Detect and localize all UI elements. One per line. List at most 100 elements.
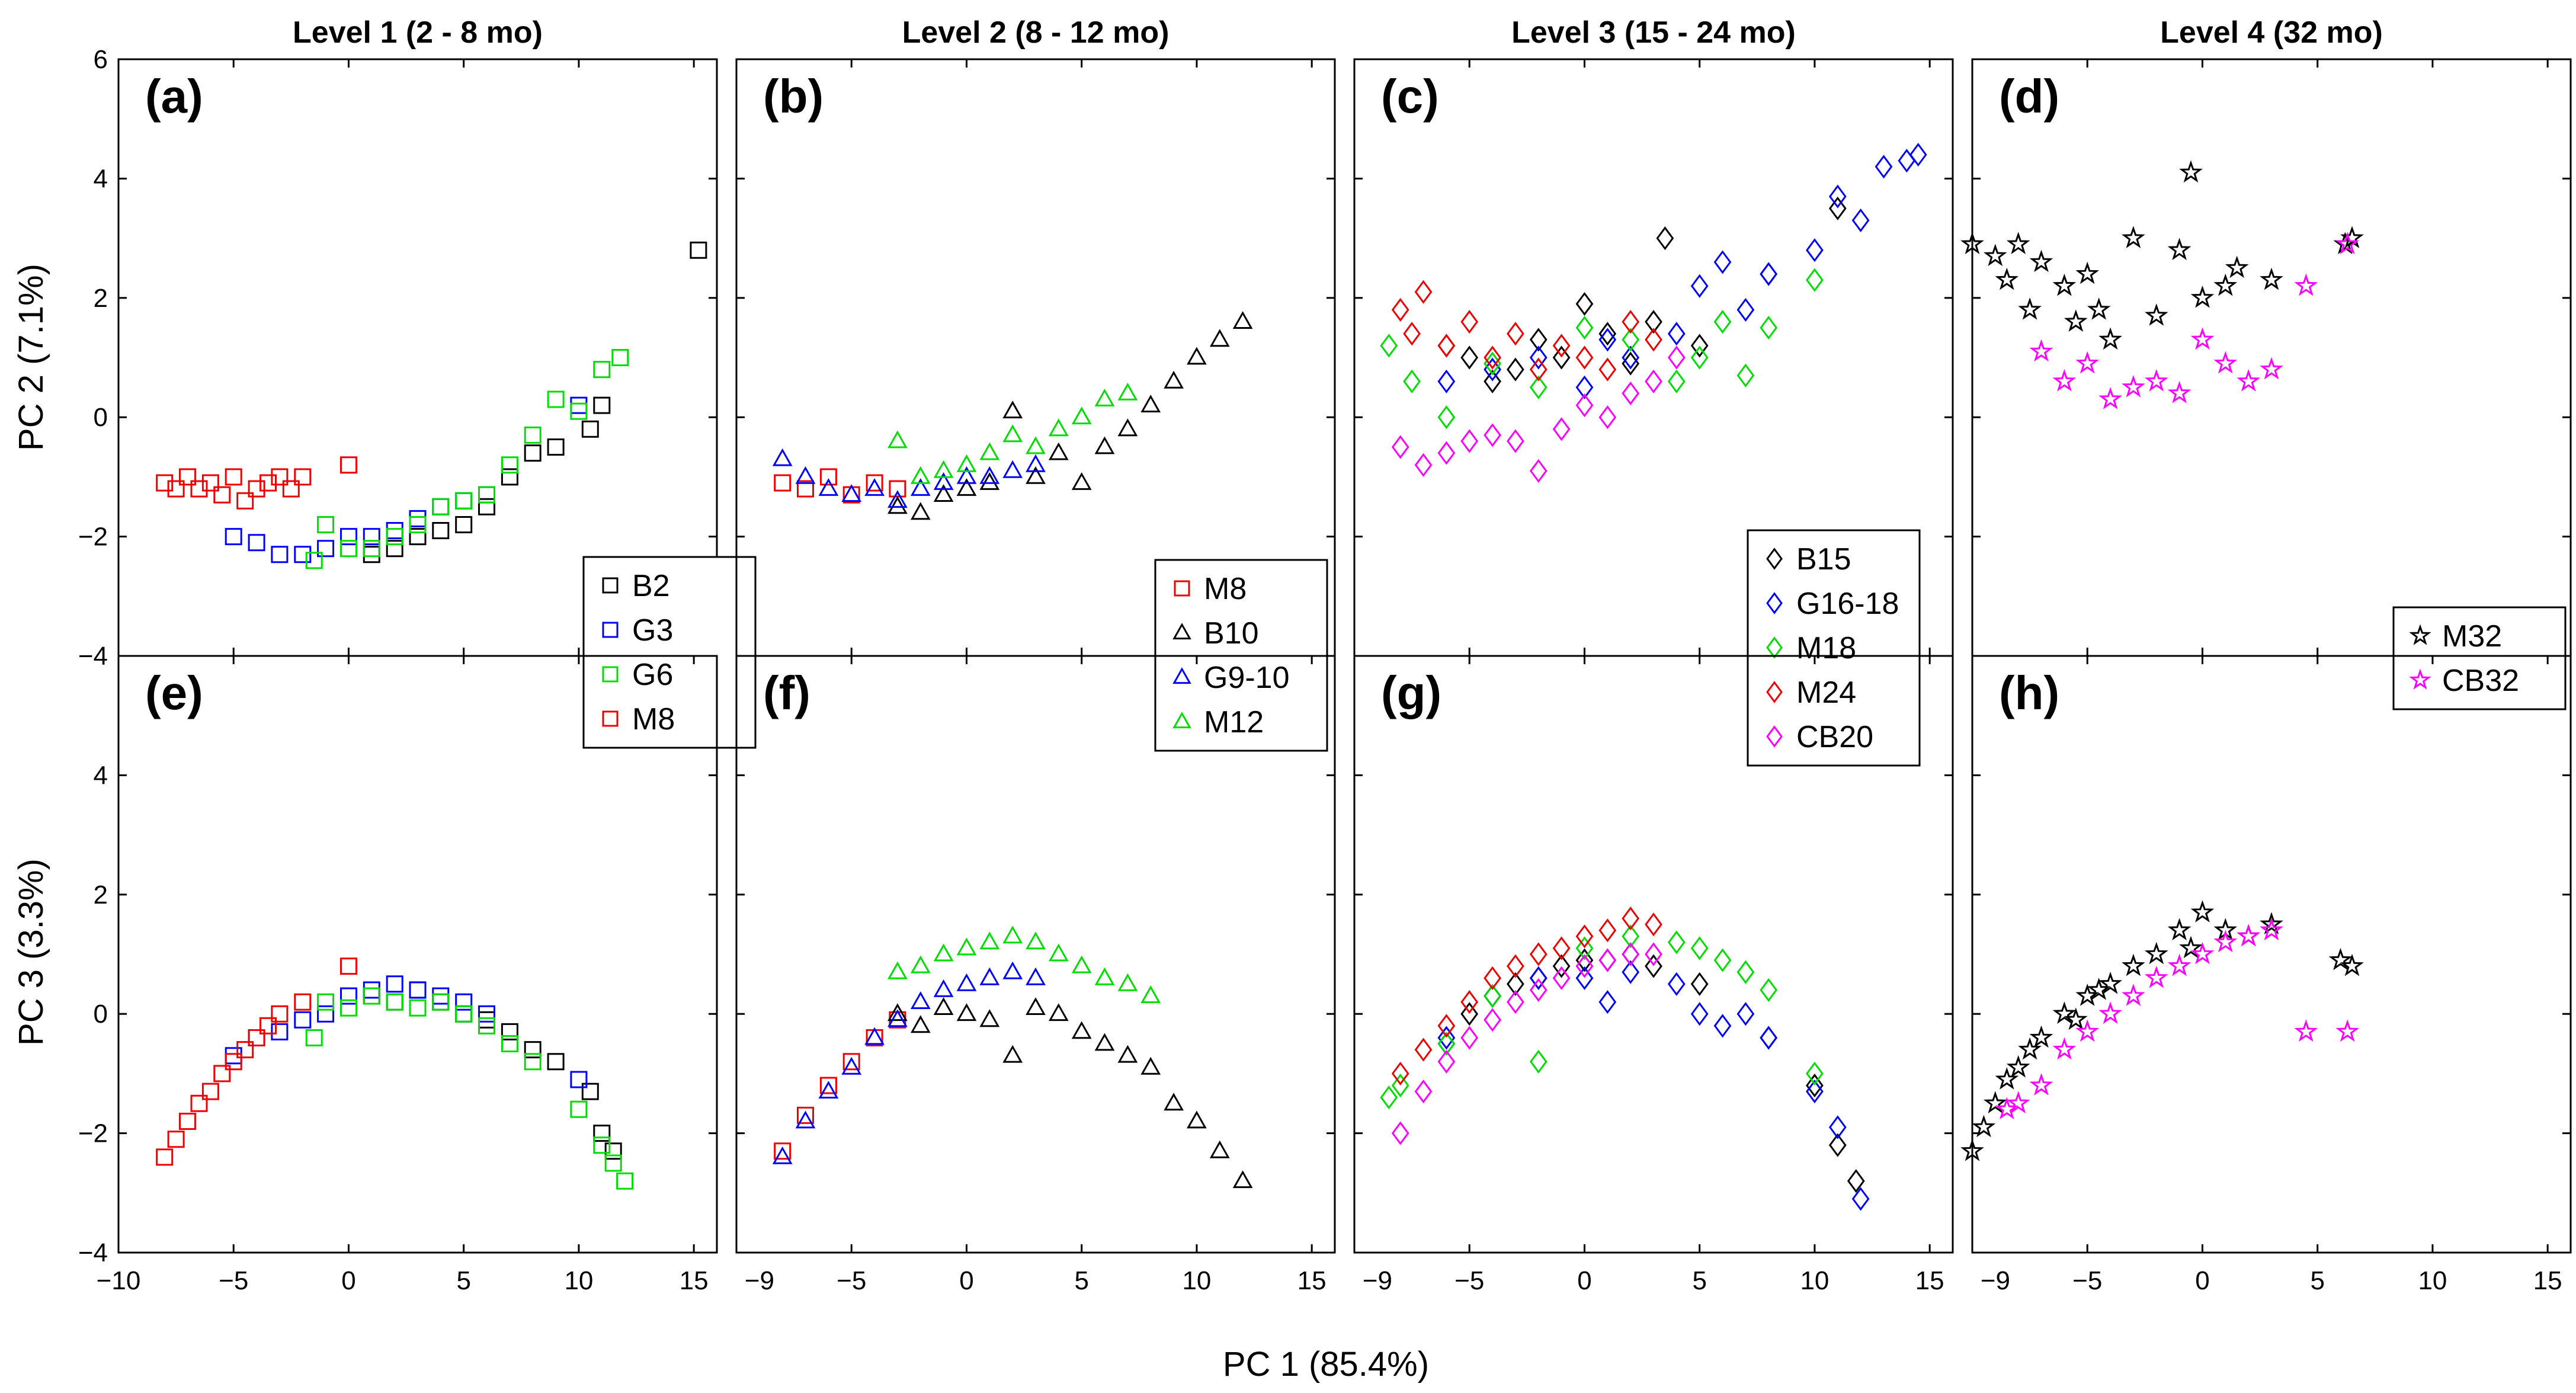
data-point xyxy=(1117,382,1138,401)
data-point xyxy=(1645,954,1662,978)
data-point xyxy=(1026,436,1046,454)
data-point xyxy=(455,492,473,510)
data-point xyxy=(409,999,427,1017)
data-point xyxy=(1071,472,1092,490)
data-point xyxy=(889,1011,906,1029)
series-m8 xyxy=(156,456,357,510)
data-point xyxy=(1622,960,1640,984)
data-point xyxy=(2328,947,2353,971)
data-point xyxy=(1164,370,1184,389)
data-point xyxy=(363,546,380,563)
data-point xyxy=(386,522,403,539)
data-point xyxy=(432,498,450,515)
data-point xyxy=(2260,912,2283,934)
data-point xyxy=(1187,1110,1207,1129)
data-point xyxy=(1437,405,1456,430)
data-point xyxy=(2167,953,2191,976)
x-axis-label: PC 1 (85.4%) xyxy=(1223,1345,1429,1384)
legend-marker xyxy=(1766,636,1783,659)
data-point xyxy=(386,540,403,558)
data-point xyxy=(1736,1002,1755,1026)
panel-title: Level 2 (8 - 12 mo) xyxy=(902,15,1170,50)
data-point xyxy=(887,1009,908,1027)
legend-label: G6 xyxy=(632,658,673,692)
panel-letter: (e) xyxy=(145,667,203,719)
data-point xyxy=(317,1005,335,1023)
series-cb32 xyxy=(2029,232,2360,409)
data-point xyxy=(1414,1037,1433,1062)
x-tick-label: 0 xyxy=(1577,1266,1591,1295)
panel-title: Level 3 (15 - 24 mo) xyxy=(1511,15,1796,50)
data-point xyxy=(1437,334,1456,358)
data-point xyxy=(432,522,450,539)
data-point xyxy=(2144,965,2168,988)
data-point xyxy=(1575,924,1594,949)
data-point xyxy=(1484,423,1501,447)
y-tick-label: 4 xyxy=(94,164,108,193)
data-point xyxy=(363,528,380,546)
data-point xyxy=(478,1005,495,1023)
data-point xyxy=(1806,1073,1824,1098)
data-point xyxy=(455,516,473,533)
data-point xyxy=(2144,303,2168,326)
y-tick-label: −4 xyxy=(78,1238,108,1267)
legend-label: G16-18 xyxy=(1796,587,1899,621)
panel-g: (g) −9 −5 0 5 10 15 xyxy=(1353,655,1954,1295)
data-point xyxy=(1667,972,1686,996)
series-m8 xyxy=(774,1011,906,1160)
series-b10 xyxy=(887,997,1253,1189)
data-point xyxy=(1002,460,1023,478)
legend-marker xyxy=(1174,580,1190,597)
panel-h: (h) −9 −5 0 5 10 15 xyxy=(1960,655,2572,1295)
data-point xyxy=(979,466,1000,484)
data-point xyxy=(1667,369,1686,393)
series-m12 xyxy=(887,926,1161,1003)
data-point xyxy=(386,975,403,993)
data-point xyxy=(317,540,335,558)
series-cb20 xyxy=(1391,345,1686,483)
data-point xyxy=(317,993,335,1011)
x-tick-label: −10 xyxy=(97,1266,141,1295)
data-point xyxy=(864,1027,885,1045)
data-point xyxy=(2144,369,2168,392)
data-point xyxy=(1529,345,1547,370)
data-point xyxy=(2122,984,2145,1006)
panel-letter: (c) xyxy=(1381,70,1439,123)
legend-label: CB20 xyxy=(1796,720,1873,754)
data-point xyxy=(1529,357,1547,382)
series-m18 xyxy=(1380,268,1824,430)
legend: B2 G3 G6 M8 xyxy=(582,556,757,749)
series-g16-18 xyxy=(1437,960,1870,1211)
data-point xyxy=(1437,441,1456,465)
data-point xyxy=(432,993,450,1011)
data-point xyxy=(2190,327,2215,350)
data-point xyxy=(2052,369,2077,392)
data-point xyxy=(611,349,629,366)
data-point xyxy=(248,1029,265,1046)
data-point xyxy=(547,1053,565,1071)
data-point xyxy=(478,486,495,504)
data-point xyxy=(2029,249,2053,273)
legend-marker xyxy=(602,622,619,638)
data-point xyxy=(1575,948,1594,972)
data-point xyxy=(409,981,427,999)
legend-marker xyxy=(1172,712,1191,729)
data-point xyxy=(409,510,427,527)
data-point xyxy=(819,1077,837,1094)
series-m32 xyxy=(1960,160,2364,350)
series-g3 xyxy=(225,396,588,563)
data-point xyxy=(1645,912,1662,937)
data-point xyxy=(294,468,312,486)
data-point xyxy=(933,460,954,478)
data-point xyxy=(501,1023,518,1040)
data-point xyxy=(2335,1019,2360,1042)
legend-marker xyxy=(1766,547,1783,570)
data-point xyxy=(271,468,289,486)
panel-letter: (b) xyxy=(763,70,824,123)
data-point xyxy=(1507,972,1524,996)
data-point xyxy=(1760,262,1778,286)
legend-marker xyxy=(2409,668,2431,690)
data-point xyxy=(772,1146,793,1164)
plot-frame xyxy=(1971,655,2572,1254)
data-point xyxy=(842,1053,860,1071)
